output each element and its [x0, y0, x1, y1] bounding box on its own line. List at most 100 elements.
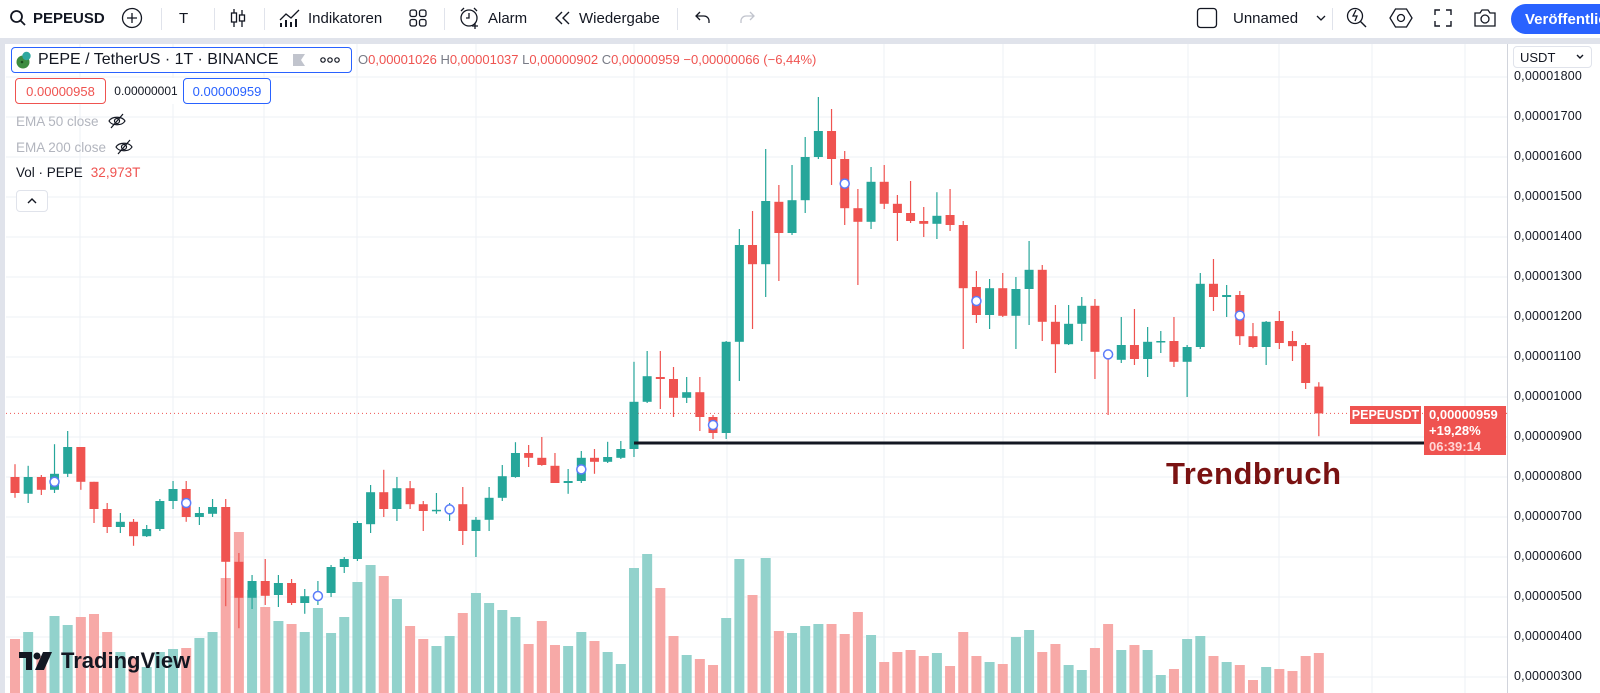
- volume-bar: [602, 652, 613, 693]
- volume-bar: [984, 662, 995, 693]
- volume-bar: [628, 568, 639, 693]
- volume-bar: [1195, 636, 1206, 693]
- candle-up: [734, 245, 744, 342]
- collapse-legend-button[interactable]: [16, 190, 48, 212]
- trendbruch-annotation[interactable]: Trendbruch: [1166, 456, 1342, 491]
- volume-bar: [668, 636, 679, 693]
- candle-down: [234, 561, 244, 598]
- candle-up: [563, 481, 573, 483]
- quick-search-button[interactable]: [1346, 0, 1368, 36]
- candle-down: [695, 392, 705, 417]
- volume-bar: [615, 664, 626, 693]
- volume-bar: [958, 632, 969, 693]
- volume-bar: [536, 621, 547, 693]
- volume-bar: [879, 662, 890, 693]
- replay-button[interactable]: Wiedergabe: [553, 0, 660, 36]
- volume-bar: [931, 653, 942, 693]
- chart-type-button[interactable]: [229, 0, 247, 36]
- volume-bar: [497, 610, 508, 693]
- buy-price-button[interactable]: 0.00000959: [183, 78, 271, 104]
- volume-bar: [734, 559, 745, 693]
- candle-up: [208, 507, 218, 514]
- indicator-ema50[interactable]: EMA 50 close: [16, 113, 127, 129]
- publish-button[interactable]: Veröffentlichen: [1511, 4, 1600, 34]
- currency-dropdown[interactable]: USDT: [1513, 46, 1592, 68]
- candle-up: [800, 157, 810, 201]
- volume-bar: [747, 595, 758, 693]
- undo-button[interactable]: [694, 0, 712, 36]
- toolbar-divider: [161, 8, 162, 30]
- eye-hidden-icon[interactable]: [107, 113, 127, 129]
- flag-icon: [293, 54, 306, 66]
- interval-button[interactable]: T: [179, 0, 188, 36]
- undo-icon: [695, 11, 710, 23]
- volume-bar: [1168, 669, 1179, 693]
- volume-bar: [1063, 665, 1074, 693]
- candle-down: [379, 492, 389, 509]
- candle-up: [247, 581, 257, 598]
- price-axis-label: 0,00001500: [1514, 189, 1583, 203]
- compare-symbol-button[interactable]: [121, 0, 143, 36]
- layouts-button[interactable]: [408, 0, 428, 36]
- volume-bar: [945, 666, 956, 693]
- alarm-button[interactable]: Alarm: [458, 0, 527, 36]
- volume-bar: [576, 632, 587, 693]
- volume-bar: [563, 646, 574, 693]
- candle-up: [366, 492, 376, 525]
- eye-hidden-icon[interactable]: [114, 139, 134, 155]
- redo-button[interactable]: [738, 0, 756, 36]
- select-layout-checkbox[interactable]: [1196, 0, 1218, 36]
- indicator-ema200[interactable]: EMA 200 close: [16, 139, 134, 155]
- volume-bar: [773, 631, 784, 693]
- more-options-icon[interactable]: [320, 56, 341, 64]
- snapshot-button[interactable]: [1473, 0, 1497, 36]
- candle-up: [1182, 347, 1192, 362]
- toolbar-divider: [444, 8, 445, 30]
- indicator-volume[interactable]: Vol · PEPE 32,973T: [16, 165, 140, 180]
- candle-up: [168, 489, 178, 501]
- volume-bar: [1247, 680, 1258, 693]
- volume-bar: [1010, 637, 1021, 693]
- volume-bar: [299, 632, 310, 693]
- plus-circle-icon: [121, 7, 143, 29]
- price-chart[interactable]: [0, 0, 1507, 693]
- tradingview-logo[interactable]: TradingView: [19, 648, 190, 674]
- candle-up: [142, 529, 152, 537]
- price-axis[interactable]: [1507, 44, 1600, 693]
- candle-up: [642, 376, 652, 402]
- candle-down: [879, 181, 889, 204]
- candle-down: [748, 245, 758, 265]
- candle-up: [392, 488, 402, 509]
- event-marker: [180, 497, 192, 509]
- layout-name-dropdown[interactable]: Unnamed: [1233, 0, 1328, 36]
- volume-bar: [800, 626, 811, 693]
- symbol-label: PEPEUSD: [33, 9, 105, 27]
- toolbar-divider: [1332, 8, 1333, 30]
- candle-up: [932, 215, 942, 224]
- volume-bar: [378, 576, 389, 693]
- close-label: C: [601, 52, 612, 67]
- volume-bar: [852, 612, 863, 693]
- candle-up: [1077, 305, 1087, 324]
- volume-bar: [484, 603, 495, 693]
- ohlc-readout: O0,00001026 H0,00001037 L0,00000902 C0,0…: [358, 52, 816, 67]
- symbol-legend[interactable]: PEPE / TetherUS · 1T · BINANCE: [11, 47, 352, 73]
- settings-button[interactable]: [1389, 0, 1413, 36]
- candle-down: [89, 481, 99, 509]
- volume-bar: [89, 614, 100, 693]
- candle-down: [774, 201, 784, 233]
- volume-bar: [1313, 653, 1324, 693]
- event-marker: [971, 295, 982, 307]
- volume-bar: [905, 650, 916, 693]
- high-label: H: [440, 52, 450, 67]
- indicators-button[interactable]: Indikatoren: [278, 0, 382, 36]
- sell-price-button[interactable]: 0.00000958: [15, 78, 106, 104]
- fullscreen-button[interactable]: [1433, 0, 1453, 36]
- last-price: 0,00000959: [1429, 407, 1498, 422]
- last-price-box: 0,00000959 +19,28% 06:39:14: [1424, 406, 1506, 455]
- candle-down: [102, 509, 112, 527]
- price-axis-label: 0,00000300: [1514, 669, 1583, 683]
- volume-bar: [1116, 650, 1127, 693]
- symbol-search-button[interactable]: PEPEUSD: [9, 0, 105, 36]
- volume-bar: [49, 616, 60, 693]
